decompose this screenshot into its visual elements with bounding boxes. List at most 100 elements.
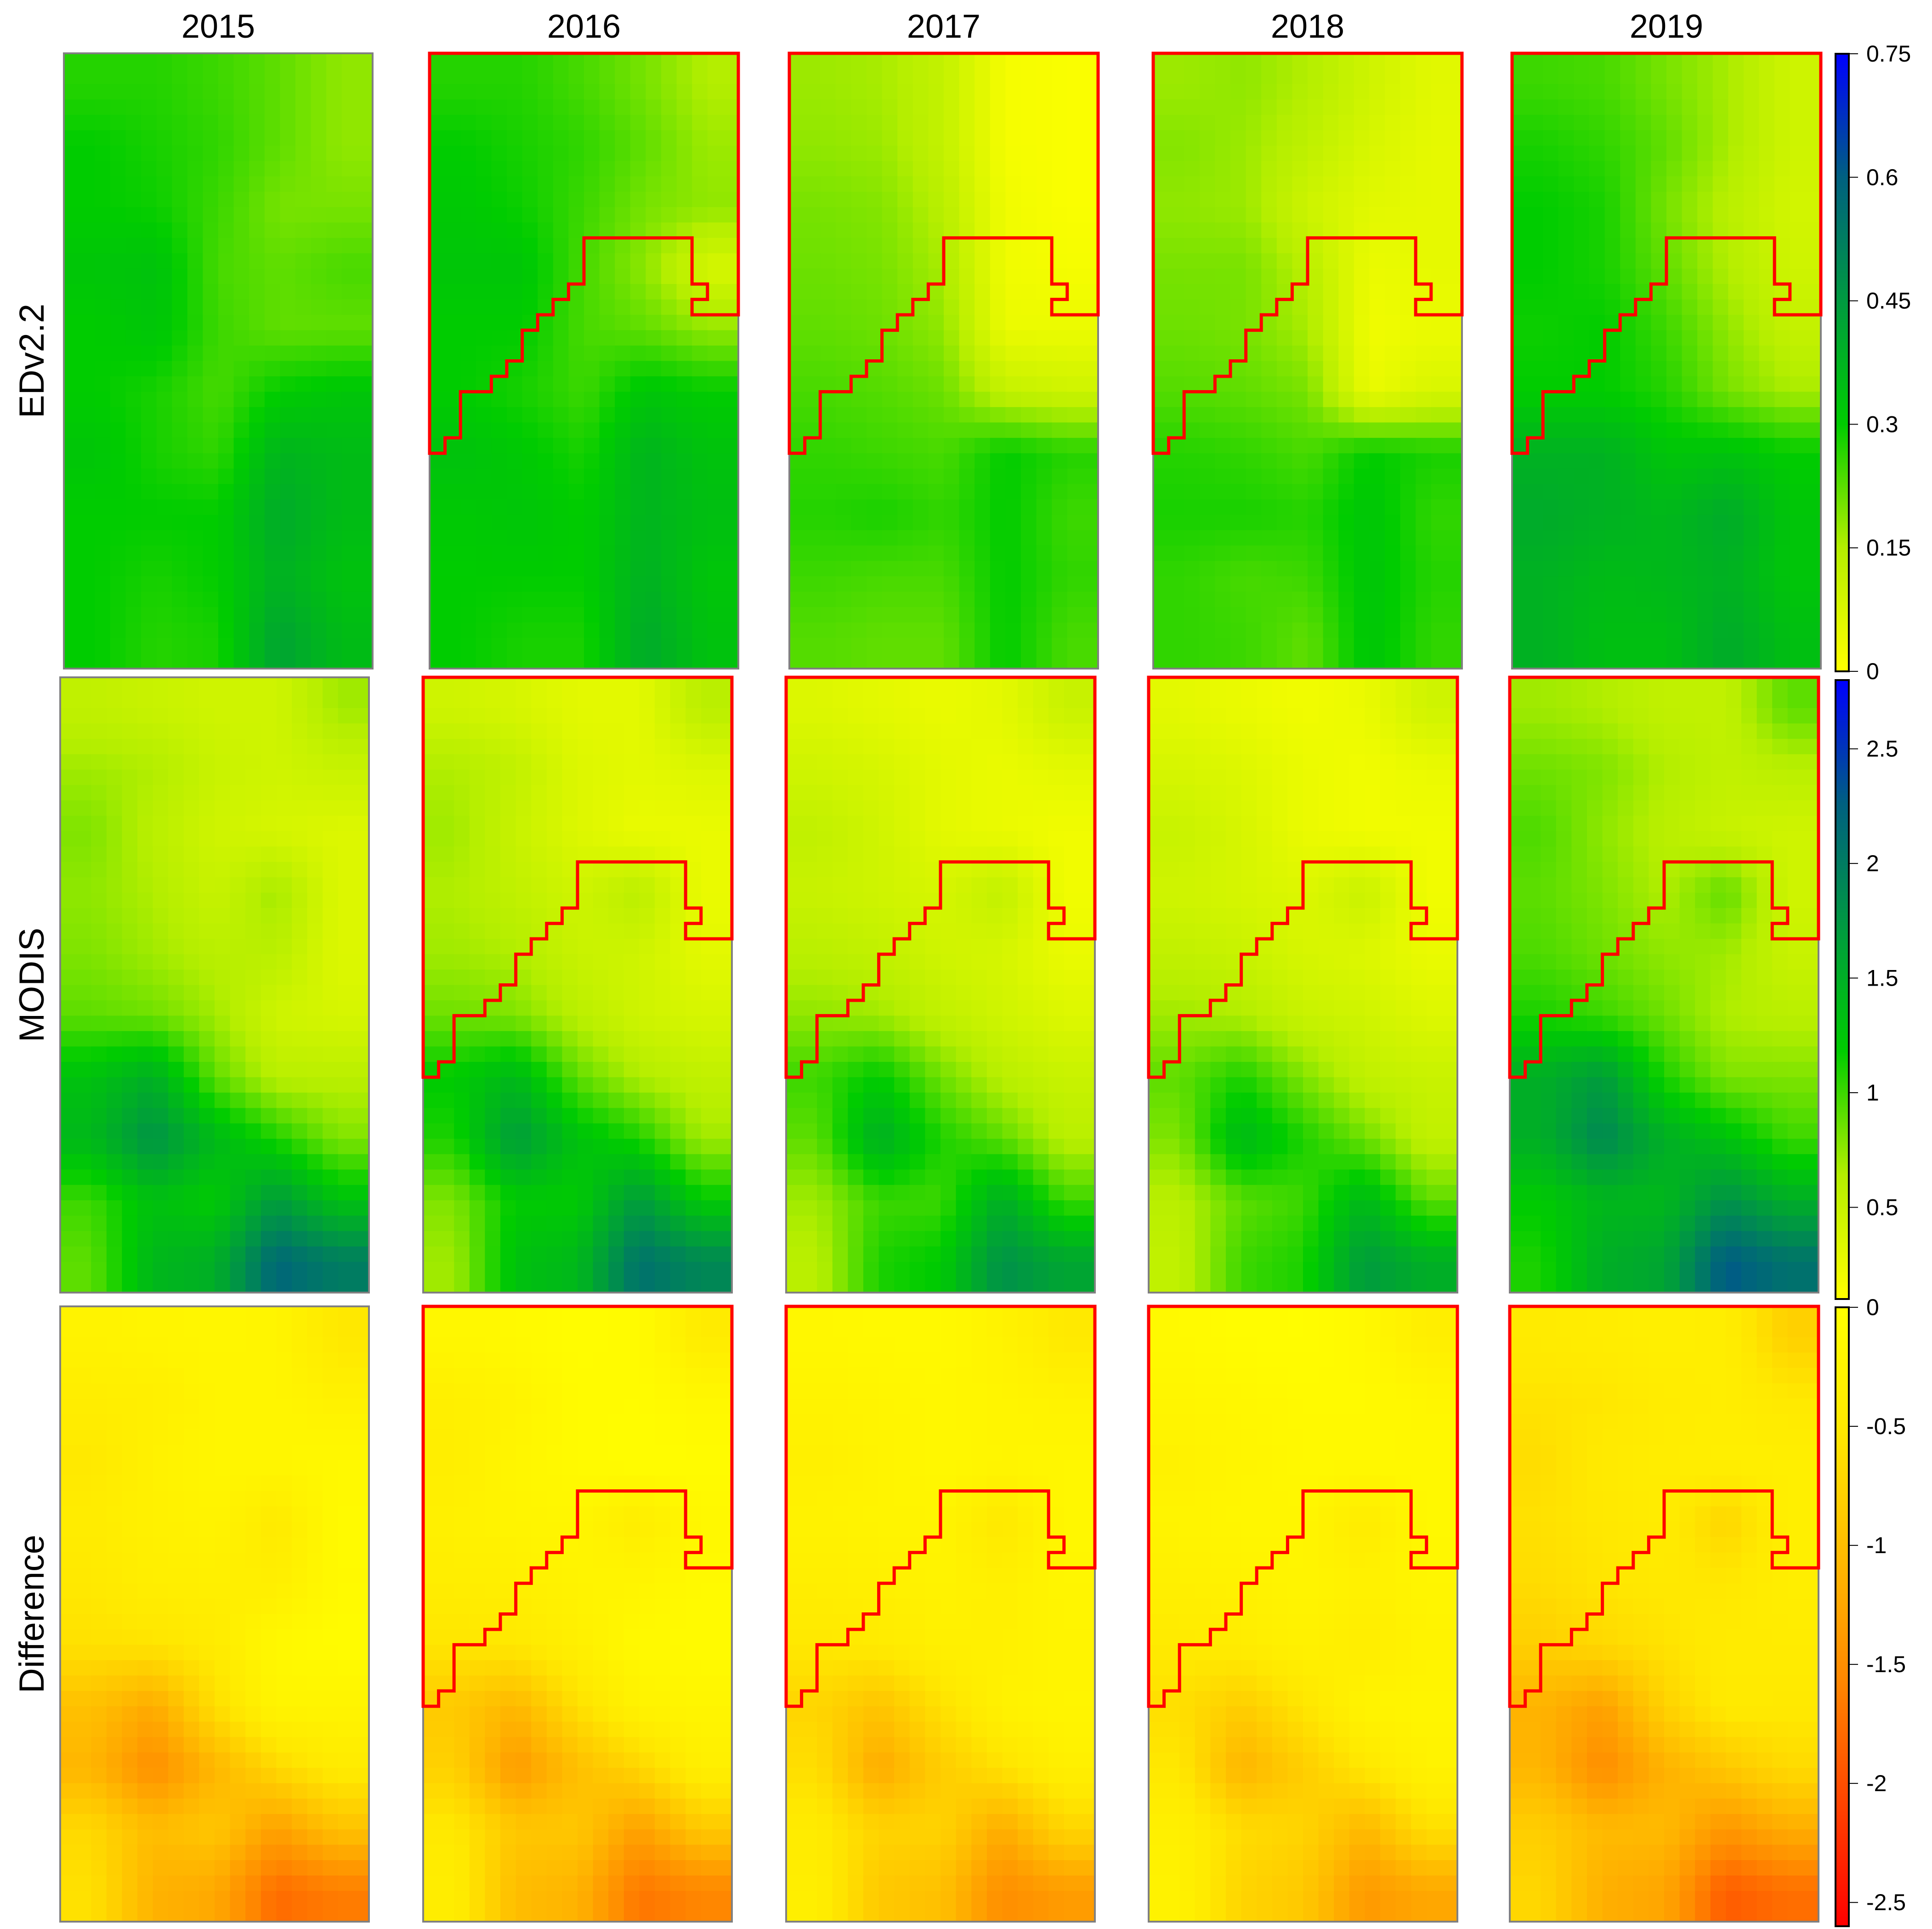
heatmap-cell [460,622,476,638]
heatmap-cell [75,1016,91,1032]
heatmap-cell [125,638,142,654]
heatmap-cell [172,576,188,592]
heatmap-cell [233,192,249,208]
heatmap-cell [79,176,95,192]
heatmap-cell [341,545,357,562]
heatmap-cell [723,268,739,284]
heatmap-cell [153,1123,169,1139]
heatmap-cell [60,1246,76,1262]
heatmap-cell [245,985,261,1001]
heatmap-cell [1604,545,1620,562]
heatmap-cell [867,268,883,284]
heatmap-cell [230,1000,246,1016]
heatmap-cell [276,1185,292,1201]
heatmap-cell [1744,545,1760,562]
heatmap-cell [430,268,446,284]
heatmap-cell [1651,622,1667,638]
heatmap-cell [156,284,172,300]
heatmap-cell [1292,576,1308,592]
heatmap-cell [1416,499,1432,515]
heatmap-cell [423,723,439,739]
heatmap-cell [1759,515,1775,531]
heatmap-cell [1021,238,1037,254]
heatmap-cell [646,268,662,284]
heatmap-cell [110,299,126,315]
heatmap-cell [1805,130,1821,146]
heatmap-cell [1759,99,1775,115]
heatmap-cell [1067,114,1083,130]
heatmap-cell [655,769,671,785]
heatmap-cell [944,391,960,408]
heatmap-cell [882,622,898,638]
heatmap-cell [686,723,702,739]
heatmap-cell [95,99,111,115]
heatmap-cell [1790,268,1806,284]
heatmap-cell [1759,315,1775,331]
heatmap-cell [153,862,169,878]
heatmap-cell [1067,330,1083,346]
heatmap-cell [1512,222,1528,238]
heatmap-cell [295,422,312,438]
heatmap-cell [599,114,615,130]
heatmap-cell [1323,222,1339,238]
heatmap-cell [1005,84,1021,100]
heatmap-cell [307,816,323,832]
heatmap-cell [584,607,600,623]
heatmap-cell [95,499,111,515]
heatmap-cell [280,130,296,146]
heatmap-cell [1276,638,1292,654]
heatmap-cell [1184,576,1200,592]
heatmap-cell [430,145,446,161]
heatmap-cell [623,754,640,770]
heatmap-cell [1774,222,1790,238]
heatmap-cell [338,1200,354,1216]
heatmap-cell [1276,453,1292,469]
heatmap-cell [723,130,739,146]
heatmap-cell [507,515,523,531]
heatmap-cell [1666,346,1683,362]
heatmap-cell [1431,376,1447,392]
heatmap-cell [1512,238,1528,254]
heatmap-cell [156,68,172,85]
heatmap-cell [172,192,188,208]
heatmap-cell [1338,545,1354,562]
heatmap-cell [867,576,883,592]
heatmap-cell [1574,207,1590,223]
heatmap-cell [1199,545,1215,562]
heatmap-cell [1620,145,1636,161]
heatmap-cell [707,84,723,100]
heatmap-cell [615,499,631,515]
heatmap-cell [75,1046,91,1062]
heatmap-cell [1744,653,1760,669]
heatmap-cell [276,877,292,893]
heatmap-cell [707,238,723,254]
heatmap-cell [1261,545,1277,562]
heatmap-cell [1574,130,1590,146]
heatmap-cell [959,161,975,177]
heatmap-cell [430,653,446,669]
heatmap-cell [1021,484,1037,500]
heatmap-cell [1728,207,1744,223]
heatmap-cell [851,545,867,562]
heatmap-cell [646,576,662,592]
heatmap-cell [1082,499,1099,515]
heatmap-cell [323,1215,339,1231]
heatmap-cell [137,1200,153,1216]
heatmap-cell [338,1154,354,1170]
heatmap-cell [95,114,111,130]
heatmap-cell [655,677,671,693]
heatmap-cell [172,376,188,392]
heatmap-cell [1543,238,1559,254]
heatmap-cell [91,785,107,801]
heatmap-cell [1446,161,1462,177]
heatmap-cell [1400,437,1416,454]
heatmap-cell [1512,515,1528,531]
heatmap-cell [1082,376,1099,392]
heatmap-cell [460,391,476,408]
heatmap-cell [156,161,172,177]
heatmap-cell [183,1016,199,1032]
heatmap-cell [1774,515,1790,531]
heatmap-cell [1338,284,1354,300]
heatmap-cell [1512,330,1528,346]
heatmap-cell [1261,391,1277,408]
